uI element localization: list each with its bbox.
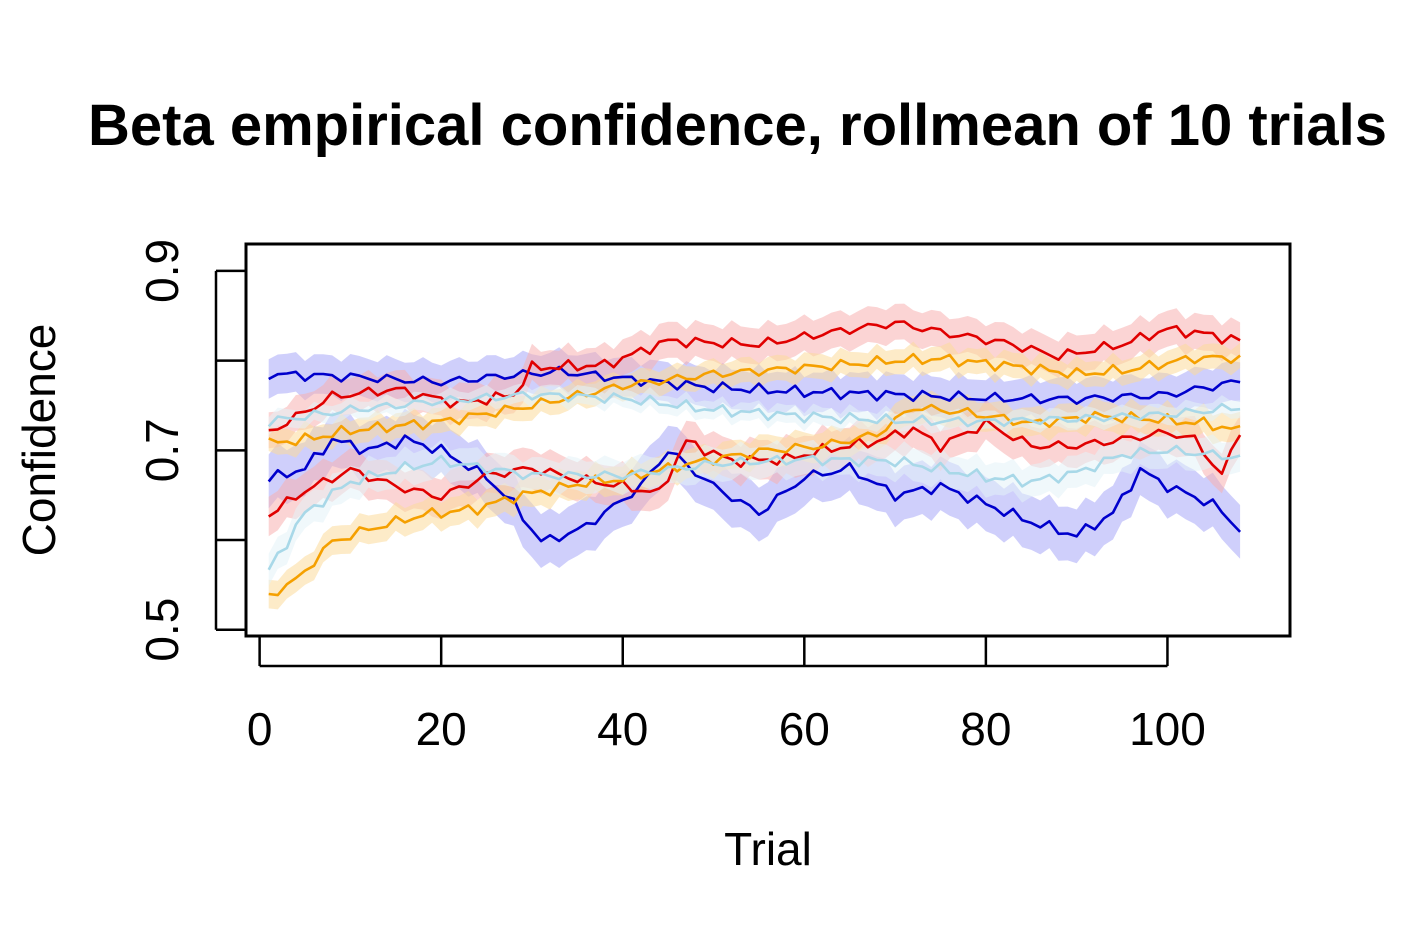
y-axis: 0.5 0.7 0.9 [136,239,246,662]
series-band [268,408,1241,568]
plot-frame [244,242,1292,638]
x-tick-label: 100 [1129,703,1206,755]
series-line [267,418,1242,518]
x-tick-label: 40 [597,703,648,755]
x-axis: 0 20 40 60 80 100 [247,636,1206,755]
y-tick-label: 0.7 [136,418,188,482]
y-tick-label: 0.5 [136,598,188,662]
series-line [267,444,1241,571]
series-lines [267,320,1242,597]
confidence-bands [268,303,1241,610]
series-line [268,365,1241,406]
x-tick-label: 60 [779,703,830,755]
series-band [268,429,1241,586]
x-axis-label: Trial [724,823,812,875]
series-band [268,341,1241,458]
x-tick-label: 80 [960,703,1011,755]
series-line [267,434,1242,543]
x-tick-label: 0 [247,703,273,755]
series-line [268,403,1241,597]
y-axis-label: Confidence [13,324,65,557]
chart-title: Beta empirical confidence, rollmean of 1… [88,93,1387,158]
series-line [268,320,1241,432]
x-tick-label: 20 [416,703,467,755]
y-tick-label: 0.9 [136,239,188,303]
series-line [267,390,1241,428]
series-line [268,352,1241,447]
